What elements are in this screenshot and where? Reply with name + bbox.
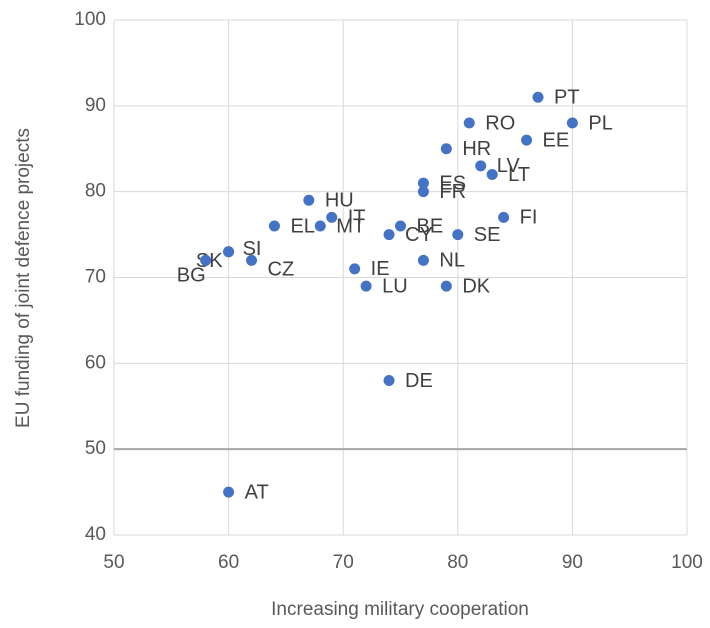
point-label: SI	[243, 238, 262, 260]
point	[498, 211, 510, 223]
y-tick-label: 80	[85, 181, 106, 202]
x-axis-title: Increasing military cooperation	[271, 599, 529, 620]
point-label: BE	[417, 215, 444, 237]
x-tick-label: 100	[671, 552, 703, 573]
point	[566, 117, 578, 129]
point-label: FI	[520, 207, 538, 229]
x-tick-label: 70	[333, 552, 354, 573]
x-tick-label: 90	[562, 552, 583, 573]
point-label: HR	[462, 138, 491, 160]
y-tick-label: 40	[85, 524, 106, 545]
point-label: NL	[439, 250, 465, 272]
point	[475, 160, 487, 172]
point	[246, 254, 258, 266]
point	[417, 254, 429, 266]
x-tick-label: 60	[218, 552, 239, 573]
point-label: LV	[497, 155, 521, 177]
point-label: EE	[543, 129, 570, 151]
point	[521, 134, 533, 146]
point-label: DK	[462, 275, 490, 297]
point	[268, 220, 280, 232]
point	[395, 220, 406, 232]
point	[532, 91, 544, 103]
point-label: EL	[290, 215, 314, 237]
point	[383, 229, 395, 241]
point-label: PL	[588, 112, 612, 134]
point-label: HU	[325, 190, 354, 212]
x-tick-label: 50	[103, 552, 124, 573]
x-tick-label: 80	[447, 552, 468, 573]
point	[463, 117, 475, 129]
point	[486, 169, 498, 180]
point	[452, 229, 464, 241]
point	[440, 280, 452, 292]
point-label: SE	[474, 224, 501, 246]
point	[314, 220, 326, 232]
point	[417, 177, 429, 189]
point-label: FR	[439, 181, 466, 203]
point-label: ES	[439, 172, 466, 194]
point-label: RO	[485, 112, 515, 134]
point	[326, 211, 338, 223]
point-label: PT	[554, 87, 580, 109]
point	[360, 280, 372, 292]
point	[200, 254, 212, 266]
y-tick-label: 70	[85, 267, 106, 288]
y-tick-label: 60	[85, 352, 106, 373]
point-label: IT	[348, 207, 366, 229]
point-label: LT	[508, 164, 530, 186]
point	[303, 194, 315, 206]
point-label: DE	[405, 370, 433, 392]
point	[417, 186, 429, 198]
point-label: AT	[245, 481, 269, 503]
point-label: CZ	[268, 259, 295, 281]
point-label: LU	[382, 275, 408, 297]
point	[223, 246, 235, 258]
point	[349, 263, 361, 275]
point-label: IE	[371, 258, 390, 280]
y-tick-label: 90	[85, 95, 106, 116]
point-label: BG	[177, 265, 206, 287]
y-tick-label: 100	[74, 9, 106, 30]
y-tick-label: 50	[85, 438, 106, 459]
point	[383, 375, 395, 386]
point-label: MT	[336, 215, 365, 237]
point	[223, 486, 235, 498]
y-axis-title: EU funding of joint defence projects	[13, 128, 34, 428]
point-label: CY	[405, 224, 433, 246]
point	[440, 143, 452, 155]
